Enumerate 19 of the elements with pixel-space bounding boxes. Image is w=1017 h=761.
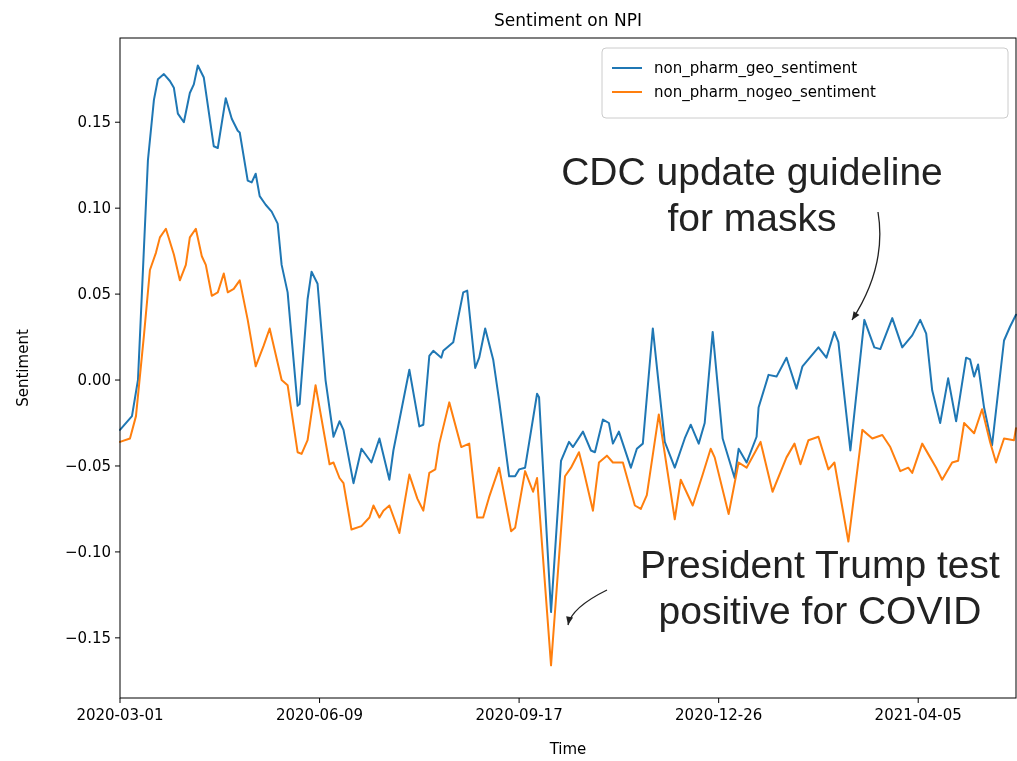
x-tick-label: 2020-06-09 <box>275 706 364 724</box>
y-tick-label: 0.05 <box>77 285 111 304</box>
x-tick-label: 2020-03-01 <box>76 706 164 724</box>
y-tick-label: −0.15 <box>65 629 111 648</box>
x-tick-label: 2020-12-26 <box>675 706 763 724</box>
legend-label: non_pharm_nogeo_sentiment <box>654 83 876 103</box>
x-tick-label: 2021-04-05 <box>874 706 962 724</box>
y-tick-label: 0.00 <box>77 371 111 390</box>
annotation: CDC update guideline for masks <box>561 150 943 239</box>
annotation: President Trump test positive for COVID <box>640 543 1001 632</box>
y-tick-label: −0.05 <box>65 457 111 476</box>
legend-label: non_pharm_geo_sentiment <box>654 59 858 79</box>
x-tick-label: 2020-09-17 <box>475 706 563 724</box>
chart-title: Sentiment on NPI <box>494 10 642 30</box>
x-axis-title: Time <box>548 740 587 758</box>
y-tick-label: −0.10 <box>65 543 111 562</box>
y-axis-title: Sentiment <box>14 329 32 407</box>
y-tick-label: 0.15 <box>77 113 111 132</box>
y-tick-label: 0.10 <box>77 199 111 218</box>
